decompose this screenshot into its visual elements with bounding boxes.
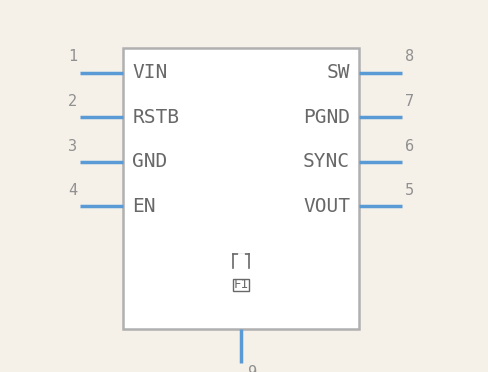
Text: 5: 5 [405,183,414,198]
Text: 4: 4 [68,183,77,198]
Text: 7: 7 [405,94,414,109]
Text: RSTB: RSTB [132,108,180,127]
Bar [123,48,359,329]
Text: VIN: VIN [132,63,168,82]
Text: 9: 9 [248,365,257,372]
Text: GND: GND [132,152,168,171]
Text: 3: 3 [68,139,77,154]
Text: SYNC: SYNC [303,152,350,171]
Text: 2: 2 [68,94,77,109]
Text: EN: EN [132,197,156,216]
Bar [233,279,249,291]
Text: PGND: PGND [303,108,350,127]
Text: 8: 8 [405,49,414,64]
Text: 1: 1 [68,49,77,64]
Text: VOUT: VOUT [303,197,350,216]
Text: F1: F1 [234,279,248,291]
Text: SW: SW [326,63,350,82]
Text: 6: 6 [405,139,414,154]
